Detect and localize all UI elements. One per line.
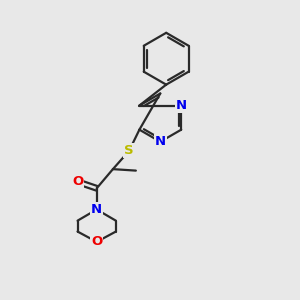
- Text: O: O: [91, 236, 102, 248]
- Text: N: N: [155, 135, 166, 148]
- Text: N: N: [176, 99, 187, 112]
- Text: N: N: [91, 203, 102, 216]
- Text: O: O: [72, 175, 83, 188]
- Text: S: S: [124, 144, 134, 158]
